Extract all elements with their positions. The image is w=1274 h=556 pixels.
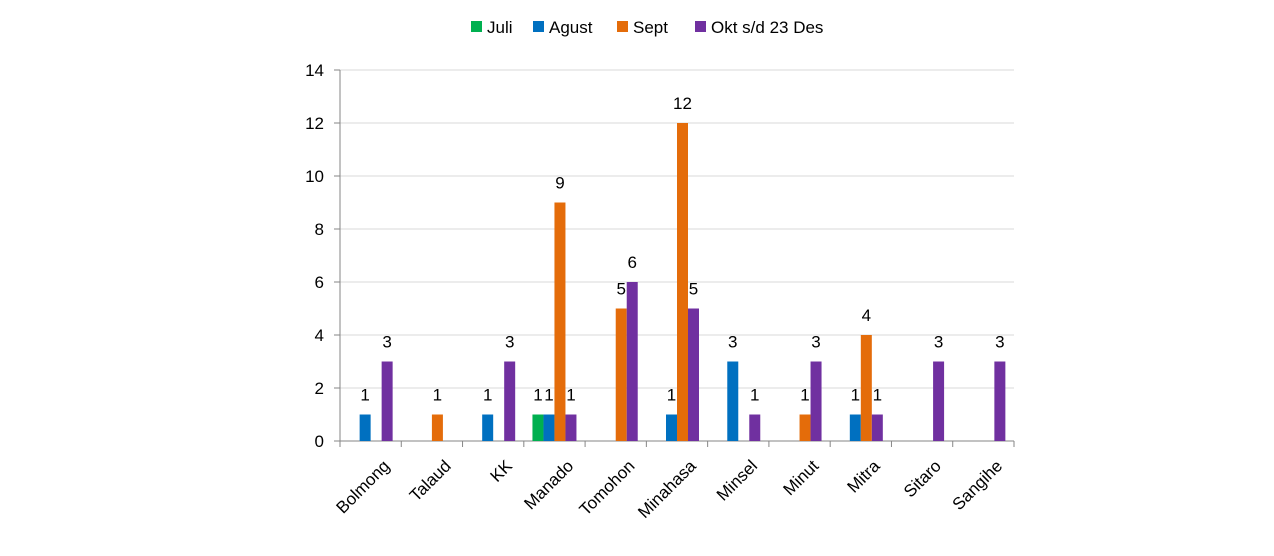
bar-value-label: 3 [505,333,514,352]
bar [994,361,1006,441]
bar [860,335,872,441]
bar [482,414,494,441]
bar [849,414,861,441]
bar [727,361,739,441]
bar-value-label: 9 [555,174,564,193]
bar-value-label: 1 [873,386,882,405]
legend: Juli Agust Sept Okt s/d 23 Des [471,18,823,37]
bar-value-label: 1 [483,386,492,405]
bar [554,202,566,441]
bar-value-label: 3 [995,333,1004,352]
bar-value-label: 5 [616,280,625,299]
y-tick-label: 0 [315,432,324,451]
bar-value-label: 6 [627,253,636,272]
bar-value-label: 3 [934,333,943,352]
x-category-label: Talaud [406,456,455,505]
bar-value-label: 3 [811,333,820,352]
bar [933,361,945,441]
y-tick-label: 2 [315,379,324,398]
bar-value-label: 5 [689,280,698,299]
x-category-label: Minahasa [634,456,700,522]
y-tick-label: 8 [315,220,324,239]
legend-label: Juli [487,18,513,37]
bar [381,361,393,441]
bar [677,123,688,441]
bar [431,414,443,441]
bar [532,414,544,441]
x-category-label: Sitaro [900,456,945,501]
bar-value-label: 1 [800,386,809,405]
bar-value-label: 1 [851,386,860,405]
bar [871,414,883,441]
legend-label: Agust [549,18,593,37]
bar [626,282,638,441]
x-category-label: Tomohon [576,456,639,519]
legend-swatch [533,21,544,32]
bar-value-label: 1 [533,386,542,405]
legend-swatch [695,21,706,32]
y-tick-label: 10 [305,167,324,186]
bar [810,361,822,441]
legend-label: Sept [633,18,668,37]
bar [504,361,516,441]
x-category-label: Minut [780,456,823,499]
bar [799,414,811,441]
x-category-label: KK [487,456,517,486]
bar [359,414,371,441]
bar-value-label: 1 [544,386,553,405]
bar-value-label: 3 [382,333,391,352]
y-tick-label: 14 [305,61,324,80]
bar-value-label: 1 [750,386,759,405]
bar [615,308,627,441]
bar [688,308,699,441]
bar [749,414,761,441]
y-tick-label: 4 [315,326,324,345]
legend-swatch [471,21,482,32]
bar [565,414,577,441]
legend-swatch [617,21,628,32]
bar-value-label: 1 [433,386,442,405]
x-category-label: Sangihe [949,456,1007,514]
bar [666,414,677,441]
x-category-label: Minsel [713,456,761,504]
y-tick-label: 12 [305,114,324,133]
y-tick-label: 6 [315,273,324,292]
bar [543,414,555,441]
x-category-label: Bolmong [333,456,394,517]
bar-value-label: 12 [673,94,692,113]
bar-value-label: 4 [862,306,871,325]
x-category-label: Mitra [843,456,884,497]
bar-value-label: 1 [566,386,575,405]
bar-value-label: 1 [360,386,369,405]
legend-label: Okt s/d 23 Des [711,18,823,37]
bar-value-label: 1 [667,386,676,405]
x-category-label: Manado [520,456,577,513]
bar-value-label: 3 [728,333,737,352]
bars [359,123,1006,441]
